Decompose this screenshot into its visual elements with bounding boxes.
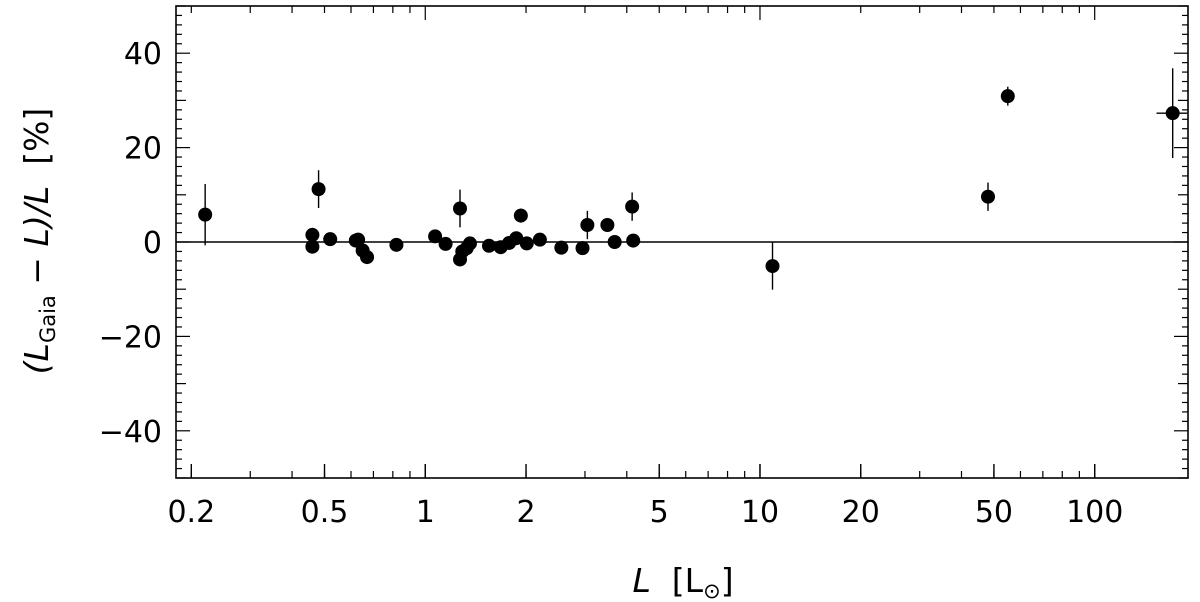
data-marker bbox=[438, 236, 453, 251]
y-tick-label: 40 bbox=[124, 37, 162, 72]
data-point bbox=[1156, 68, 1188, 158]
data-point bbox=[360, 250, 375, 265]
data-point bbox=[981, 182, 996, 211]
data-marker bbox=[575, 241, 590, 256]
x-tick-label: 5 bbox=[650, 495, 669, 530]
data-point bbox=[765, 242, 780, 290]
data-point bbox=[625, 192, 640, 221]
x-tick-label: 10 bbox=[741, 495, 779, 530]
x-tick-label: 100 bbox=[1066, 495, 1123, 530]
y-axis-label: (LGaia − L)/L [%] bbox=[17, 108, 60, 375]
data-marker bbox=[625, 199, 640, 214]
data-marker bbox=[600, 218, 615, 233]
data-point bbox=[389, 237, 404, 252]
data-point bbox=[323, 232, 338, 247]
data-point bbox=[198, 183, 213, 246]
data-marker bbox=[198, 207, 213, 222]
data-point bbox=[305, 239, 320, 254]
axis-tick-labels: 0.2 0.5 1 2 5 10 20 50 100 40 20 0 −20 −40 bbox=[99, 37, 1124, 530]
data-marker bbox=[765, 259, 780, 274]
data-marker bbox=[351, 232, 366, 247]
x-axis-label: L [L⊙] bbox=[632, 561, 733, 602]
data-marker bbox=[305, 239, 320, 254]
y-tick-label: −20 bbox=[99, 320, 162, 355]
data-points bbox=[198, 68, 1188, 290]
y-tick-label: 0 bbox=[143, 226, 162, 261]
data-point bbox=[580, 210, 595, 240]
data-marker bbox=[509, 231, 524, 246]
data-marker bbox=[389, 237, 404, 252]
x-tick-label: 1 bbox=[416, 495, 435, 530]
data-marker bbox=[519, 236, 534, 251]
data-point bbox=[600, 218, 615, 233]
plot-area bbox=[176, 68, 1188, 290]
data-marker bbox=[305, 227, 320, 242]
data-marker bbox=[513, 208, 528, 223]
data-point bbox=[462, 236, 477, 251]
x-tick-label: 20 bbox=[842, 495, 880, 530]
data-point bbox=[519, 236, 534, 251]
data-marker bbox=[580, 218, 595, 233]
data-point bbox=[453, 189, 468, 228]
data-point bbox=[575, 241, 590, 256]
x-tick-label: 2 bbox=[516, 495, 535, 530]
data-point bbox=[626, 233, 641, 248]
axis-ticks bbox=[176, 5, 1188, 479]
y-tick-label: −40 bbox=[99, 415, 162, 450]
data-marker bbox=[481, 238, 496, 253]
data-point bbox=[532, 232, 547, 247]
data-marker bbox=[626, 233, 641, 248]
data-point bbox=[513, 208, 528, 223]
x-tick-label: 0.5 bbox=[301, 495, 349, 530]
data-marker bbox=[428, 229, 443, 244]
x-tick-label: 50 bbox=[975, 495, 1013, 530]
data-point bbox=[607, 235, 622, 249]
data-point bbox=[438, 236, 453, 251]
data-point bbox=[554, 240, 569, 255]
data-marker bbox=[323, 232, 338, 247]
data-marker bbox=[532, 232, 547, 247]
data-point bbox=[509, 231, 524, 246]
data-marker bbox=[311, 182, 326, 197]
data-point bbox=[351, 232, 366, 247]
data-point bbox=[481, 238, 496, 253]
y-tick-label: 20 bbox=[124, 132, 162, 167]
data-marker bbox=[981, 189, 996, 204]
data-point bbox=[311, 170, 326, 209]
x-tick-label: 0.2 bbox=[167, 495, 215, 530]
data-marker bbox=[1000, 89, 1015, 104]
data-marker bbox=[453, 201, 468, 216]
data-marker bbox=[607, 235, 622, 249]
data-marker bbox=[554, 240, 569, 255]
data-point bbox=[305, 227, 320, 242]
data-marker bbox=[360, 250, 375, 265]
data-point bbox=[1000, 86, 1015, 106]
data-marker bbox=[1165, 106, 1180, 121]
plot-frame bbox=[175, 5, 1189, 479]
data-marker bbox=[462, 236, 477, 251]
data-point bbox=[428, 229, 443, 244]
